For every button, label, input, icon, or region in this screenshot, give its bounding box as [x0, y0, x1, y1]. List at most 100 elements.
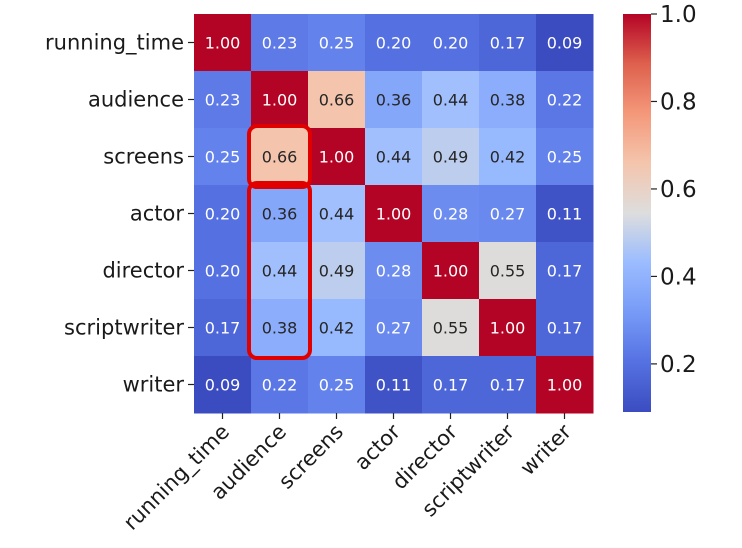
heatmap-cell-value: 0.38 [262, 319, 298, 338]
heatmap-cell-value: 1.00 [262, 91, 298, 110]
heatmap-cell-labels: 1.00 0.23 0.25 0.20 0.20 0.17 0.09 0.23 1.00 0.66… [205, 34, 583, 395]
heatmap-cell-writer-scriptwriter [479, 356, 537, 414]
heatmap-cell-value: 0.25 [319, 376, 355, 395]
heatmap-cell-audience-audience [251, 71, 309, 129]
heatmap-cell-value: 0.66 [262, 148, 298, 167]
heatmap-cell-director-director [422, 242, 480, 300]
heatmap-cell-scriptwriter-scriptwriter [479, 299, 537, 357]
heatmap-cell-actor-director [422, 185, 480, 243]
heatmap-cell-value: 0.42 [490, 148, 526, 167]
heatmap-cell-screens-director [422, 128, 480, 186]
y-tick-label-writer: writer [123, 373, 185, 397]
heatmap-cell-value: 0.17 [205, 319, 241, 338]
heatmap-cell-value: 0.22 [547, 91, 583, 110]
colorbar-tick-label: 1.0 [660, 2, 697, 28]
heatmap-cell-running_time-running_time [194, 14, 252, 72]
heatmap-cell-writer-audience [251, 356, 309, 414]
colorbar-gradient [623, 14, 651, 412]
heatmap-cell-running_time-scriptwriter [479, 14, 537, 72]
heatmap-cell-running_time-director [422, 14, 480, 72]
heatmap-cell-actor-screens [308, 185, 366, 243]
heatmap-cell-director-audience [251, 242, 309, 300]
heatmap-cell-value: 1.00 [433, 262, 469, 281]
y-tick-label-director: director [102, 259, 184, 283]
heatmap-cell-value: 0.49 [433, 148, 469, 167]
heatmap-cell-writer-screens [308, 356, 366, 414]
heatmap-cells [194, 14, 594, 414]
heatmap-cell-scriptwriter-audience [251, 299, 309, 357]
heatmap-cell-value: 0.25 [319, 34, 355, 53]
heatmap-cell-screens-writer [536, 128, 594, 186]
heatmap-cell-running_time-actor [365, 14, 423, 72]
heatmap-cell-value: 0.27 [376, 319, 412, 338]
heatmap-cell-running_time-writer [536, 14, 594, 72]
heatmap-cell-value: 0.25 [205, 148, 241, 167]
heatmap-cell-actor-writer [536, 185, 594, 243]
heatmap-cell-actor-audience [251, 185, 309, 243]
heatmap-cell-value: 0.44 [433, 91, 469, 110]
heatmap-cell-value: 0.28 [433, 205, 469, 224]
heatmap-cell-value: 0.17 [547, 319, 583, 338]
heatmap-cell-writer-actor [365, 356, 423, 414]
y-tick-label-running_time: running_time [45, 31, 184, 56]
heatmap-cell-writer-running_time [194, 356, 252, 414]
y-tick-label-actor: actor [130, 202, 184, 226]
heatmap-cell-value: 0.36 [262, 205, 298, 224]
heatmap-cell-actor-scriptwriter [479, 185, 537, 243]
heatmap-cell-value: 0.20 [205, 262, 241, 281]
heatmap-cell-running_time-audience [251, 14, 309, 72]
heatmap-cell-audience-actor [365, 71, 423, 129]
heatmap-cell-value: 0.55 [433, 319, 469, 338]
colorbar-tick-label: 0.4 [660, 264, 697, 290]
y-tick-label-screens: screens [103, 145, 184, 169]
heatmap-cell-value: 0.11 [547, 205, 583, 224]
heatmap-cell-value: 0.44 [319, 205, 355, 224]
heatmap-cell-value: 0.42 [319, 319, 355, 338]
heatmap-cell-audience-director [422, 71, 480, 129]
y-tick-label-audience: audience [88, 88, 184, 112]
highlight-box-2 [247, 181, 312, 360]
heatmap-cell-value: 0.17 [490, 376, 526, 395]
heatmap-cell-director-writer [536, 242, 594, 300]
heatmap-cell-director-scriptwriter [479, 242, 537, 300]
heatmap-cell-value: 0.49 [319, 262, 355, 281]
heatmap-cell-value: 0.55 [490, 262, 526, 281]
heatmap-cell-director-actor [365, 242, 423, 300]
heatmap-cell-value: 1.00 [319, 148, 355, 167]
heatmap-cell-value: 0.25 [547, 148, 583, 167]
heatmap-cell-value: 0.09 [547, 34, 583, 53]
heatmap-cell-value: 1.00 [205, 34, 241, 53]
heatmap-cell-writer-director [422, 356, 480, 414]
heatmap-cell-screens-scriptwriter [479, 128, 537, 186]
heatmap-cell-screens-running_time [194, 128, 252, 186]
heatmap-cell-audience-scriptwriter [479, 71, 537, 129]
heatmap-cell-value: 0.36 [376, 91, 412, 110]
heatmap-cell-value: 1.00 [376, 205, 412, 224]
heatmap-cell-scriptwriter-director [422, 299, 480, 357]
heatmap-cell-scriptwriter-actor [365, 299, 423, 357]
heatmap-cell-value: 0.17 [490, 34, 526, 53]
heatmap-cell-value: 0.66 [319, 91, 355, 110]
heatmap-cell-value: 0.22 [262, 376, 298, 395]
heatmap-cell-value: 0.23 [262, 34, 298, 53]
heatmap-cell-value: 0.09 [205, 376, 241, 395]
heatmap-cell-value: 1.00 [490, 319, 526, 338]
heatmap-cell-value: 0.28 [376, 262, 412, 281]
heatmap-cell-value: 0.27 [490, 205, 526, 224]
heatmap-cell-audience-running_time [194, 71, 252, 129]
heatmap-cell-value: 0.44 [262, 262, 298, 281]
heatmap-cell-screens-screens [308, 128, 366, 186]
colorbar-tick-label: 0.6 [660, 177, 697, 203]
heatmap-cell-value: 0.20 [205, 205, 241, 224]
heatmap-cell-actor-running_time [194, 185, 252, 243]
heatmap-cell-actor-actor [365, 185, 423, 243]
highlight-box-1 [247, 124, 312, 189]
heatmap-cell-value: 0.11 [376, 376, 412, 395]
heatmap-cell-value: 0.17 [433, 376, 469, 395]
heatmap-cell-value: 0.20 [433, 34, 469, 53]
heatmap-cell-scriptwriter-running_time [194, 299, 252, 357]
colorbar-tick-label: 0.2 [660, 352, 697, 378]
heatmap-cell-audience-screens [308, 71, 366, 129]
